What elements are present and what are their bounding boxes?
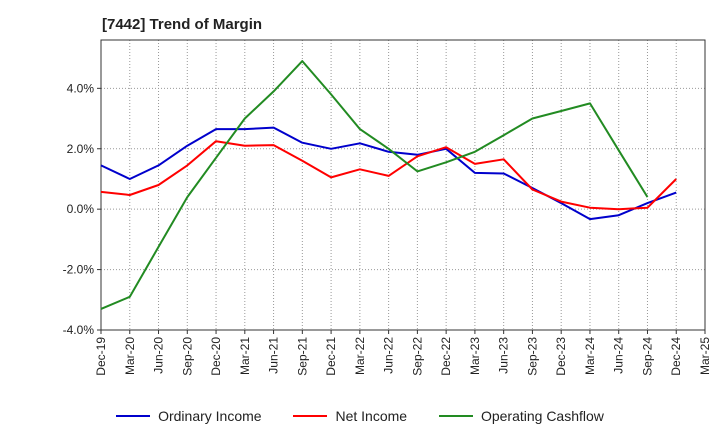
axes bbox=[97, 39, 706, 334]
x-tick-label: Sep-20 bbox=[180, 337, 194, 376]
x-tick-label: Mar-22 bbox=[353, 337, 367, 375]
legend-swatch-ordinary-income bbox=[116, 415, 151, 417]
legend-label-ordinary-income: Ordinary Income bbox=[158, 408, 262, 424]
y-tick-label: -2.0% bbox=[63, 263, 95, 277]
x-tick-label: Jun-22 bbox=[382, 337, 396, 374]
series-line-operating-cashflow bbox=[100, 60, 649, 310]
x-tick-label: Jun-24 bbox=[612, 337, 626, 374]
x-tick-label: Jun-20 bbox=[152, 337, 166, 374]
x-tick-label: Sep-24 bbox=[640, 337, 654, 376]
legend-item-net-income: Net Income bbox=[293, 408, 407, 424]
x-tick-label: Mar-25 bbox=[698, 337, 712, 375]
x-tick-label: Dec-24 bbox=[669, 337, 683, 376]
legend-item-operating-cashflow: Operating Cashflow bbox=[438, 408, 604, 424]
x-tick-label: Mar-20 bbox=[123, 337, 137, 375]
x-tick-label: Mar-24 bbox=[583, 337, 597, 375]
x-tick-label: Mar-23 bbox=[468, 337, 482, 375]
legend-swatch-operating-cashflow bbox=[438, 415, 473, 417]
x-tick-label: Dec-20 bbox=[209, 337, 223, 376]
x-tick-label: Sep-21 bbox=[295, 337, 309, 376]
x-tick-label: Mar-21 bbox=[238, 337, 252, 375]
legend-item-ordinary-income: Ordinary Income bbox=[116, 408, 262, 424]
series-lines bbox=[100, 60, 677, 310]
legend: Ordinary Income Net Income Operating Cas… bbox=[0, 404, 720, 424]
legend-swatch-net-income bbox=[293, 415, 328, 417]
x-tick-label: Jun-23 bbox=[497, 337, 511, 374]
y-tick-labels: -4.0% -2.0% 0.0% 2.0% 4.0% bbox=[63, 81, 95, 337]
x-tick-label: Sep-23 bbox=[525, 337, 539, 376]
plot-border bbox=[100, 39, 706, 331]
y-tick-label: -4.0% bbox=[63, 323, 95, 337]
legend-label-net-income: Net Income bbox=[335, 408, 408, 424]
legend-label-operating-cashflow: Operating Cashflow bbox=[480, 408, 604, 424]
grid bbox=[101, 40, 705, 331]
x-tick-label: Sep-22 bbox=[410, 337, 424, 376]
x-tick-label: Dec-23 bbox=[554, 337, 568, 376]
x-tick-label: Dec-19 bbox=[94, 337, 108, 376]
chart-title: [7442] Trend of Margin bbox=[102, 16, 263, 33]
y-tick-label: 2.0% bbox=[67, 142, 95, 156]
x-tick-labels: Dec-19 Mar-20 Jun-20 Sep-20 Dec-20 Mar-21 Jun-… bbox=[94, 337, 712, 376]
x-tick-label: Jun-21 bbox=[267, 337, 281, 374]
series-line-net-income bbox=[100, 140, 677, 211]
y-tick-label: 4.0% bbox=[67, 81, 95, 95]
x-tick-label: Dec-21 bbox=[324, 337, 338, 376]
x-tick-label: Dec-22 bbox=[439, 337, 453, 376]
series-line-ordinary-income bbox=[100, 126, 677, 221]
y-tick-label: 0.0% bbox=[67, 202, 95, 216]
